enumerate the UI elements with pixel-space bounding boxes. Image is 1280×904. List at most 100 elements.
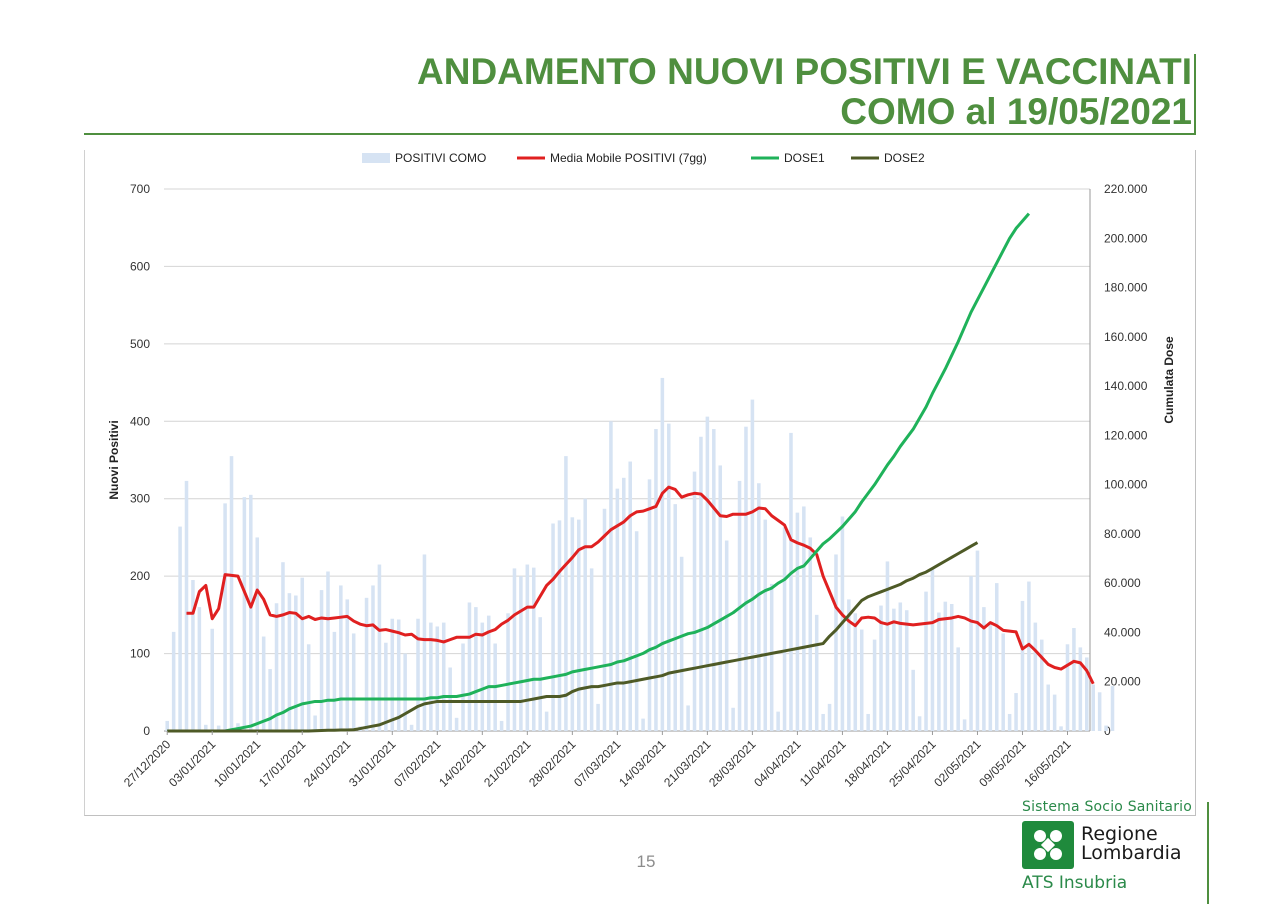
bar <box>596 703 600 731</box>
bar <box>345 599 350 731</box>
bar <box>686 705 690 731</box>
bar <box>622 477 626 731</box>
bar <box>937 612 941 731</box>
bar <box>1065 644 1070 731</box>
bar <box>306 644 311 731</box>
bar <box>1046 684 1050 731</box>
bar <box>319 590 324 731</box>
brand-region-line-1: Regione <box>1081 823 1158 845</box>
bar <box>782 527 787 731</box>
bar <box>750 399 755 731</box>
bar <box>757 483 761 731</box>
x-tick-label: 14/03/2021 <box>616 737 669 790</box>
bar <box>654 429 658 731</box>
x-tick-label: 07/03/2021 <box>571 737 624 790</box>
bar <box>531 567 536 731</box>
bar <box>917 716 922 731</box>
bar <box>847 599 851 731</box>
x-tick-label: 21/03/2021 <box>661 737 714 790</box>
bar <box>789 432 793 731</box>
brand-region-name: Regione Lombardia <box>1081 825 1182 863</box>
bar <box>583 498 587 731</box>
bar <box>853 613 858 731</box>
title-line-1: ANDAMENTO NUOVI POSITIVI E VACCINATI <box>417 51 1192 92</box>
bar <box>384 642 388 731</box>
x-tick-label: 16/05/2021 <box>1021 737 1074 790</box>
bar <box>814 614 819 731</box>
bar <box>634 531 639 731</box>
bar <box>223 503 227 731</box>
bar <box>628 461 632 731</box>
bar <box>718 465 723 731</box>
bar <box>429 622 433 731</box>
x-tick-label: 17/01/2021 <box>256 737 309 790</box>
y2-tick-label: 60.000 <box>1104 576 1141 590</box>
bar <box>229 456 234 731</box>
x-tick-label: 31/01/2021 <box>346 737 399 790</box>
bar <box>834 554 838 731</box>
legend-label: POSITIVI COMO <box>395 151 486 165</box>
bar <box>949 604 954 731</box>
bar <box>422 554 427 731</box>
bar <box>673 504 677 731</box>
bar <box>371 585 375 731</box>
bar <box>943 601 948 731</box>
bar <box>390 618 395 731</box>
bar <box>769 583 774 731</box>
bar <box>441 622 446 731</box>
bar <box>962 719 967 731</box>
y2-tick-label: 20.000 <box>1104 675 1141 689</box>
bar <box>474 607 478 731</box>
bar <box>364 597 369 731</box>
bar <box>679 556 684 731</box>
y-tick-label: 400 <box>130 414 150 428</box>
bar <box>519 576 523 731</box>
bar <box>609 421 613 731</box>
y2-tick-label: 140.000 <box>1104 379 1148 393</box>
bar <box>904 610 909 731</box>
x-tick-label: 24/01/2021 <box>301 737 354 790</box>
y2-tick-label: 160.000 <box>1104 330 1148 344</box>
series-line-dose1 <box>167 212 1031 733</box>
x-tick-label: 14/02/2021 <box>436 737 489 790</box>
bar <box>667 423 671 731</box>
bar <box>1059 726 1063 731</box>
legend-label: Media Mobile POSITIVI (7gg) <box>550 151 707 165</box>
bar <box>525 564 530 731</box>
bar <box>261 636 266 731</box>
bar <box>557 520 562 731</box>
bar <box>287 593 292 731</box>
bar <box>615 488 620 731</box>
bar <box>994 583 999 731</box>
bar <box>274 603 279 731</box>
bar <box>602 508 607 731</box>
lombardia-rose-icon <box>1022 821 1074 869</box>
bar <box>249 494 253 731</box>
bar <box>866 713 870 731</box>
bar <box>1014 693 1018 731</box>
x-tick-label: 10/01/2021 <box>211 737 264 790</box>
bar <box>294 595 298 731</box>
legend-swatch <box>362 153 390 163</box>
bar <box>699 436 703 731</box>
bar <box>763 519 768 731</box>
bar <box>255 537 260 731</box>
legend-label: DOSE1 <box>784 151 825 165</box>
bar <box>570 517 575 731</box>
bar <box>435 626 440 731</box>
bar <box>351 633 356 731</box>
bar <box>480 622 485 731</box>
bar <box>988 622 993 731</box>
bar <box>512 568 517 731</box>
bar <box>821 713 825 731</box>
bar <box>544 711 549 731</box>
bar <box>641 718 645 731</box>
bar <box>724 540 729 731</box>
bar <box>885 561 890 731</box>
x-tick-label: 11/04/2021 <box>797 737 849 789</box>
bar <box>930 569 935 731</box>
x-tick-label: 27/12/2020 <box>121 737 174 790</box>
bar <box>210 628 214 731</box>
bar <box>204 724 208 731</box>
